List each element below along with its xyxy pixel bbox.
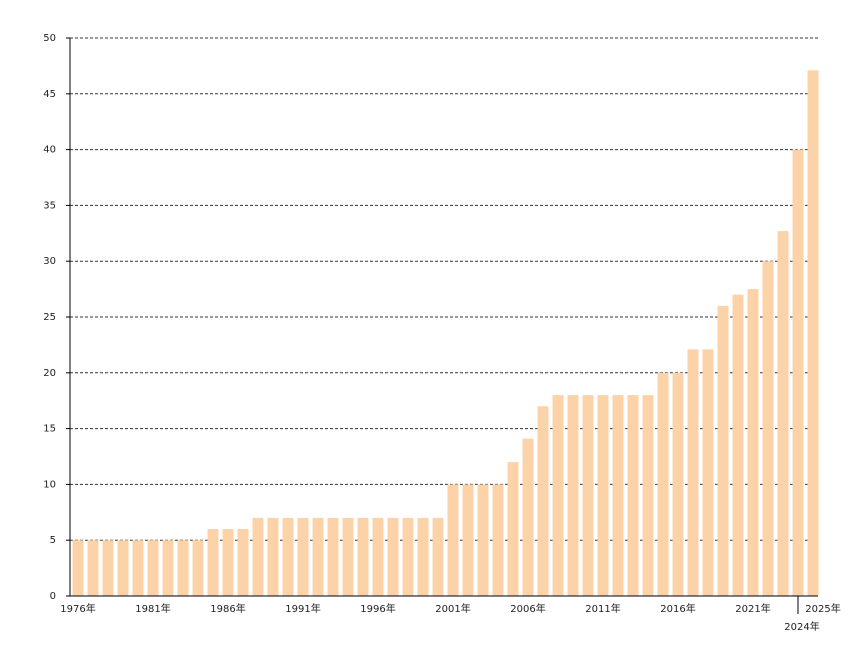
y-tick-label: 5 (50, 535, 56, 546)
bar (447, 484, 459, 596)
bar (177, 540, 189, 596)
bar (612, 395, 624, 596)
bar (357, 517, 369, 596)
bar (762, 261, 774, 596)
bar (402, 517, 414, 596)
bar (642, 395, 654, 596)
bar (132, 540, 144, 596)
bar (507, 462, 519, 596)
bar (252, 517, 264, 596)
bar (237, 529, 249, 596)
bar (672, 372, 684, 596)
x-tick-label: 2021年 (735, 602, 770, 615)
x-tick-label: 2024年 (784, 620, 819, 633)
bar (792, 149, 804, 596)
bar (747, 289, 759, 596)
bar (477, 484, 489, 596)
bar (552, 395, 564, 596)
y-tick-label: 20 (43, 368, 56, 379)
x-tick-label: 1991年 (285, 602, 320, 615)
bar (777, 231, 789, 596)
bar (582, 395, 594, 596)
bar (162, 540, 174, 596)
bar (807, 70, 819, 596)
x-tick-label: 1976年 (60, 602, 95, 615)
bar (567, 395, 579, 596)
bar (627, 395, 639, 596)
bar (522, 438, 534, 596)
x-tick-label: 2001年 (435, 602, 470, 615)
x-tick-label: 1996年 (360, 602, 395, 615)
bar (222, 529, 234, 596)
bar (462, 484, 474, 596)
y-tick-label: 30 (43, 256, 56, 267)
bar (192, 540, 204, 596)
bar (267, 517, 279, 596)
bar (117, 540, 129, 596)
bar (207, 529, 219, 596)
bar (342, 517, 354, 596)
y-tick-label: 15 (43, 424, 56, 435)
bar (282, 517, 294, 596)
x-tick-label: 1986年 (210, 602, 245, 615)
bar (147, 540, 159, 596)
bar (657, 372, 669, 596)
x-tick-label: 2006年 (510, 602, 545, 615)
y-tick-label: 25 (43, 312, 56, 323)
bar (327, 517, 339, 596)
y-tick-label: 35 (43, 200, 56, 211)
bar (102, 540, 114, 596)
bar (717, 305, 729, 596)
bar (492, 484, 504, 596)
bar (87, 540, 99, 596)
y-tick-label: 10 (43, 479, 56, 490)
bar (732, 294, 744, 596)
bar (537, 406, 549, 596)
bar (72, 540, 84, 596)
x-tick-label: 2011年 (585, 602, 620, 615)
bar (432, 517, 444, 596)
bar (372, 517, 384, 596)
x-tick-label: 2016年 (660, 602, 695, 615)
y-tick-label: 40 (43, 145, 56, 156)
bar (687, 349, 699, 596)
bar (417, 517, 429, 596)
x-tick-label: 1981年 (135, 602, 170, 615)
y-tick-label: 50 (43, 33, 56, 44)
bar (297, 517, 309, 596)
bar (387, 517, 399, 596)
bar (597, 395, 609, 596)
y-tick-label: 0 (50, 591, 56, 602)
bar (312, 517, 324, 596)
bar (702, 349, 714, 596)
y-tick-label: 45 (43, 89, 56, 100)
x-tick-label: 2025年 (805, 602, 840, 615)
